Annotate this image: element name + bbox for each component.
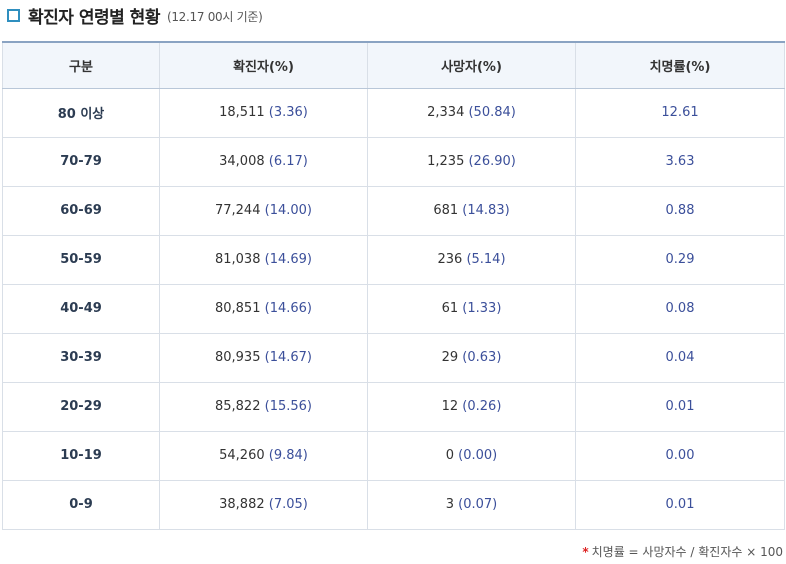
column-header-category: 구분 [2,41,160,89]
age-group-cell: 10-19 [2,431,160,481]
deaths-cell: 61 (1.33) [367,284,576,334]
table-row: 70-79 34,008 (6.17) 1,235 (26.90) 3.63 [2,137,785,187]
deaths-percent: (0.07) [458,497,498,512]
confirmed-percent: (9.84) [268,448,308,463]
deaths-count: 1,235 [427,154,465,169]
confirmed-cell: 54,260 (9.84) [159,431,368,481]
footnote-text: 치명률 = 사망자수 / 확진자수 × 100 [591,545,783,559]
confirmed-count: 80,935 [214,350,261,365]
column-header-confirmed: 확진자(%) [159,41,368,89]
age-group-cell: 0-9 [2,480,160,530]
table-row: 60-69 77,244 (14.00) 681 (14.83) 0.88 [2,186,785,236]
age-group-cell: 60-69 [2,186,160,236]
fatality-rate-cell: 0.01 [575,480,785,530]
deaths-percent: (0.00) [458,448,498,463]
confirmed-percent: (7.05) [268,497,308,512]
deaths-percent: (0.63) [462,350,502,365]
deaths-count: 236 [437,252,463,267]
confirmed-cell: 81,038 (14.69) [159,235,368,285]
confirmed-count: 18,511 [219,105,265,120]
column-header-fatality: 치명률(%) [575,41,785,89]
section-header: 확진자 연령별 현황 (12.17 00시 기준) [7,3,263,28]
deaths-count: 61 [441,301,459,316]
confirmed-count: 85,822 [214,399,261,414]
confirmed-cell: 18,511 (3.36) [159,88,368,138]
confirmed-percent: (14.67) [264,350,312,365]
deaths-count: 2,334 [427,105,465,120]
deaths-count: 12 [441,399,459,414]
confirmed-cell: 85,822 (15.56) [159,382,368,432]
footnote-marker: * [582,545,589,559]
fatality-rate-cell: 0.00 [575,431,785,481]
deaths-percent: (5.14) [466,252,506,267]
age-group-cell: 20-29 [2,382,160,432]
deaths-percent: (26.90) [468,154,516,169]
deaths-cell: 29 (0.63) [367,333,576,383]
confirmed-percent: (15.56) [264,399,312,414]
deaths-percent: (0.26) [462,399,502,414]
fatality-rate-cell: 0.08 [575,284,785,334]
confirmed-count: 81,038 [214,252,261,267]
confirmed-percent: (3.36) [268,105,308,120]
footnote: * 치명률 = 사망자수 / 확진자수 × 100 [582,543,783,560]
square-bullet-icon [7,8,20,22]
deaths-cell: 2,334 (50.84) [367,88,576,138]
age-group-cell: 40-49 [2,284,160,334]
confirmed-percent: (14.69) [264,252,312,267]
confirmed-count: 34,008 [219,154,265,169]
fatality-rate-cell: 0.88 [575,186,785,236]
table-body: 80 이상 18,511 (3.36) 2,334 (50.84) 12.61 70-7… [2,88,785,530]
deaths-cell: 681 (14.83) [367,186,576,236]
table-row: 0-9 38,882 (7.05) 3 (0.07) 0.01 [2,480,785,530]
fatality-rate-cell: 12.61 [575,88,785,138]
confirmed-cell: 80,851 (14.66) [159,284,368,334]
age-group-cell: 50-59 [2,235,160,285]
age-group-cell: 70-79 [2,137,160,187]
fatality-rate-cell: 0.04 [575,333,785,383]
table-row: 40-49 80,851 (14.66) 61 (1.33) 0.08 [2,284,785,334]
table-header: 구분 확진자(%) 사망자(%) 치명률(%) [2,41,785,89]
deaths-count: 0 [445,448,455,463]
fatality-rate-cell: 0.01 [575,382,785,432]
confirmed-cell: 80,935 (14.67) [159,333,368,383]
table-row: 10-19 54,260 (9.84) 0 (0.00) 0.00 [2,431,785,481]
section-title: 확진자 연령별 현황 [28,7,160,28]
deaths-cell: 3 (0.07) [367,480,576,530]
deaths-percent: (14.83) [462,203,510,218]
column-header-deaths: 사망자(%) [367,41,576,89]
deaths-cell: 1,235 (26.90) [367,137,576,187]
confirmed-percent: (14.66) [264,301,312,316]
deaths-count: 3 [445,497,455,512]
fatality-rate-cell: 3.63 [575,137,785,187]
deaths-cell: 236 (5.14) [367,235,576,285]
age-group-cell: 80 이상 [2,88,160,138]
table-row: 20-29 85,822 (15.56) 12 (0.26) 0.01 [2,382,785,432]
deaths-cell: 0 (0.00) [367,431,576,481]
deaths-cell: 12 (0.26) [367,382,576,432]
confirmed-cell: 77,244 (14.00) [159,186,368,236]
table-row: 30-39 80,935 (14.67) 29 (0.63) 0.04 [2,333,785,383]
table-row: 80 이상 18,511 (3.36) 2,334 (50.84) 12.61 [2,88,785,138]
confirmed-count: 80,851 [214,301,261,316]
confirmed-percent: (6.17) [268,154,308,169]
confirmed-count: 38,882 [219,497,265,512]
deaths-count: 681 [433,203,459,218]
confirmed-cell: 38,882 (7.05) [159,480,368,530]
confirmed-count: 77,244 [214,203,261,218]
section-subtitle: (12.17 00시 기준) [166,10,263,24]
age-group-cell: 30-39 [2,333,160,383]
deaths-percent: (1.33) [462,301,502,316]
fatality-rate-cell: 0.29 [575,235,785,285]
table-row: 50-59 81,038 (14.69) 236 (5.14) 0.29 [2,235,785,285]
confirmed-percent: (14.00) [264,203,312,218]
confirmed-cell: 34,008 (6.17) [159,137,368,187]
confirmed-count: 54,260 [219,448,265,463]
age-stats-table: 구분 확진자(%) 사망자(%) 치명률(%) 80 이상 18,511 (3.3… [2,41,785,530]
deaths-count: 29 [441,350,459,365]
header-row: 구분 확진자(%) 사망자(%) 치명률(%) [2,41,785,89]
deaths-percent: (50.84) [468,105,516,120]
